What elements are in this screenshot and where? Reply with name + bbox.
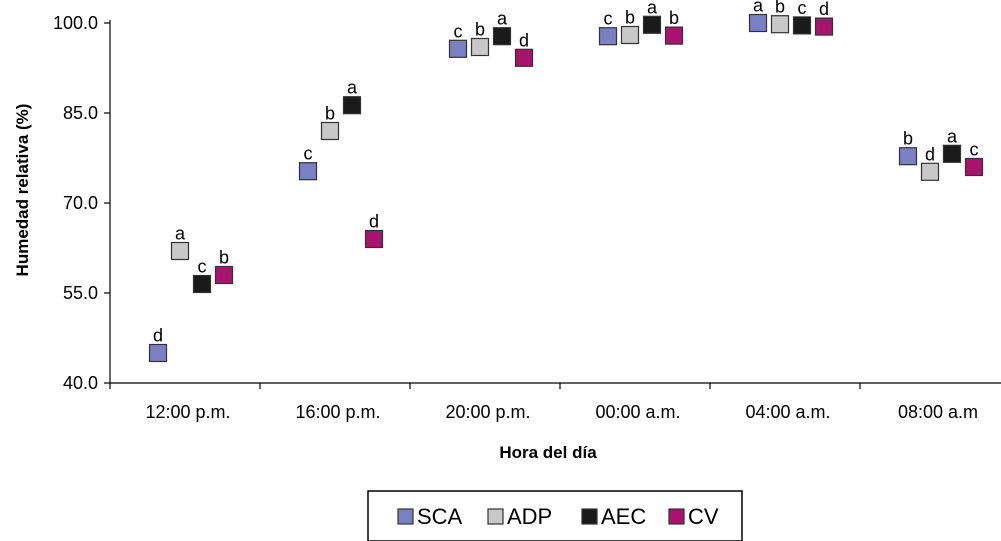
legend-swatch-sca [397,508,414,525]
marker-cv [964,157,984,177]
significance-letter: d [925,144,935,164]
legend-label-sca: SCA [417,504,463,529]
legend: SCA ADP AEC CV [367,490,743,541]
significance-letter: a [947,126,958,146]
significance-letter: b [625,8,635,28]
y-tick-label: 40.0 [63,373,98,393]
significance-letter: b [669,8,679,28]
significance-letter: b [775,0,785,17]
significance-letter: b [903,129,913,149]
y-tick-label: 70.0 [63,193,98,213]
significance-letter: a [175,224,186,244]
marker-cv [814,17,834,36]
y-axis-title: Humedad relativa (%) [13,104,32,277]
significance-letter: c [604,9,613,29]
marker-cv [514,48,534,67]
significance-letter: c [454,21,463,41]
significance-letter: d [369,212,379,232]
marker-aec [342,96,362,115]
marker-aec [192,274,212,294]
y-tick-label: 100.0 [53,13,98,33]
marker-adp [770,15,790,34]
x-axis-title: Hora del día [499,443,597,462]
marker-adp [920,162,940,181]
marker-sca [598,27,618,46]
legend-label-aec: AEC [601,504,646,529]
legend-swatch-aec [581,508,598,525]
marker-aec [642,15,662,34]
x-tick-label: 04:00 a.m. [745,402,830,422]
x-tick-label: 00:00 a.m. [595,402,680,422]
marker-adp [170,241,190,261]
axes: 40.0 55.0 70.0 85.0 100.0 12:00 p.m. 16:00 p.m… [53,13,1001,422]
marker-adp [320,121,340,141]
legend-swatch-adp [487,508,504,525]
significance-letter: a [497,9,508,29]
y-tick-label: 85.0 [63,103,98,123]
marker-adp [470,37,490,57]
significance-letter: b [475,20,485,40]
legend-label-cv: CV [688,504,719,529]
significance-letter: d [819,0,829,19]
marker-sca [448,39,468,58]
marker-cv [364,229,384,249]
significance-letter: a [753,0,764,16]
significance-letter: a [347,78,358,98]
significance-letter: d [519,30,529,50]
significance-letter: c [798,0,807,18]
marker-cv [664,26,684,45]
significance-letter: c [198,257,207,277]
significance-letter: b [325,104,335,124]
marker-sca [148,343,168,363]
marker-cv [214,265,234,285]
significance-letter: d [153,326,163,346]
x-tick-label: 12:00 p.m. [145,402,230,422]
significance-letter: c [970,140,979,160]
significance-letter: b [219,248,229,268]
y-tick-label: 55.0 [63,283,98,303]
marker-sca [298,162,318,181]
legend-swatch-cv [668,508,685,525]
significance-letter: a [647,0,658,17]
marker-aec [792,16,812,35]
marker-aec [942,144,962,163]
x-tick-label: 16:00 p.m. [295,402,380,422]
legend-label-adp: ADP [507,504,552,529]
x-tick-label: 20:00 p.m. [445,402,530,422]
significance-letter: c [304,144,313,164]
marker-adp [620,25,640,45]
marker-aec [492,27,512,46]
x-tick-label: 08:00 a.m [898,402,978,422]
marker-sca [898,147,918,166]
marker-sca [748,13,768,33]
